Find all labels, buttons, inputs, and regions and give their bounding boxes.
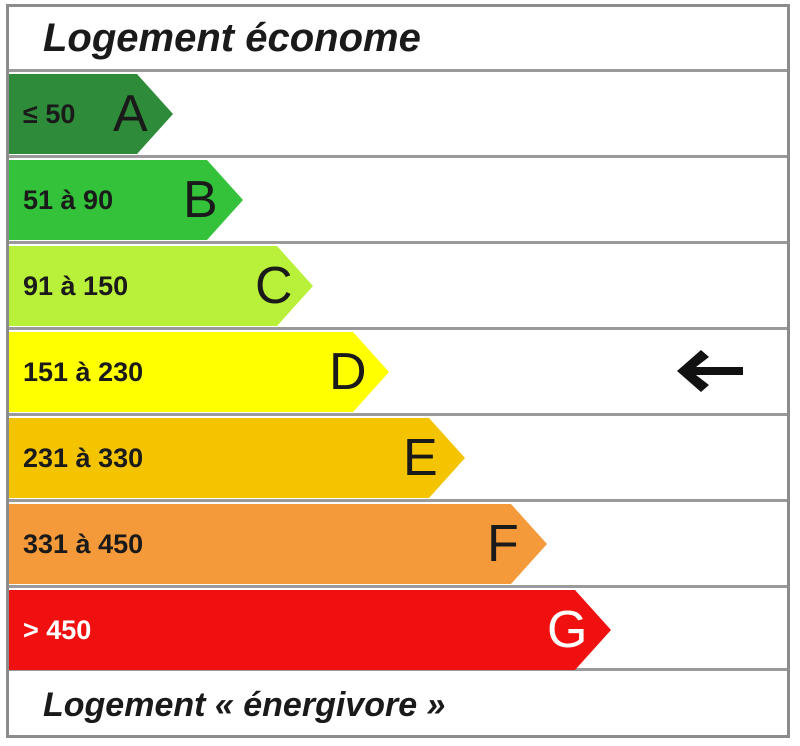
energy-class-range: 151 à 230 xyxy=(23,357,144,387)
energy-class-bar-g: > 450 G xyxy=(9,590,611,670)
energy-class-row-g: > 450 G xyxy=(9,585,787,671)
energy-class-row-e: 231 à 330 E xyxy=(9,413,787,499)
energy-class-range: > 450 xyxy=(23,615,92,645)
arrow-left-icon xyxy=(677,350,743,392)
energy-class-row-d: 151 à 230 D xyxy=(9,327,787,413)
energy-class-arrow-shape xyxy=(9,160,243,240)
energy-class-range: 91 à 150 xyxy=(23,271,129,301)
energy-class-arrow-shape xyxy=(9,418,465,498)
energy-label: Logement économe ≤ 50 A 51 à 90 B 91 à 150 C 1… xyxy=(6,4,790,738)
energy-class-bar-b: 51 à 90 B xyxy=(9,160,243,240)
energy-class-range: 331 à 450 xyxy=(23,529,144,559)
energy-class-row-b: 51 à 90 B xyxy=(9,155,787,241)
energy-class-arrow-shape xyxy=(9,246,313,326)
energy-class-arrow-shape xyxy=(9,504,547,584)
energy-class-letter: F xyxy=(487,515,519,573)
energy-class-bar-e: 231 à 330 E xyxy=(9,418,465,498)
energy-class-letter: B xyxy=(183,171,218,229)
energy-class-arrow-shape xyxy=(9,332,389,412)
energy-class-range: ≤ 50 xyxy=(23,99,76,129)
label-title: Logement économe xyxy=(43,16,421,60)
energy-class-bar-d: 151 à 230 D xyxy=(9,332,389,412)
energy-class-letter: D xyxy=(329,343,367,401)
energy-class-arrow-shape xyxy=(9,74,173,154)
energy-class-range: 51 à 90 xyxy=(23,185,114,215)
energy-class-arrow-shape xyxy=(9,590,611,670)
energy-class-row-c: 91 à 150 C xyxy=(9,241,787,327)
energy-class-letter: C xyxy=(255,257,293,315)
energy-class-bar-f: 331 à 450 F xyxy=(9,504,547,584)
energy-class-bar-c: 91 à 150 C xyxy=(9,246,313,326)
energy-class-letter: E xyxy=(403,429,438,487)
energy-class-range: 231 à 330 xyxy=(23,443,144,473)
energy-class-row-a: ≤ 50 A xyxy=(9,69,787,155)
label-footer: Logement « énergivore » xyxy=(43,686,446,724)
energy-class-letter: G xyxy=(547,601,588,659)
energy-class-letter: A xyxy=(113,85,148,143)
energy-class-row-f: 331 à 450 F xyxy=(9,499,787,585)
energy-class-bar-a: ≤ 50 A xyxy=(9,74,173,154)
